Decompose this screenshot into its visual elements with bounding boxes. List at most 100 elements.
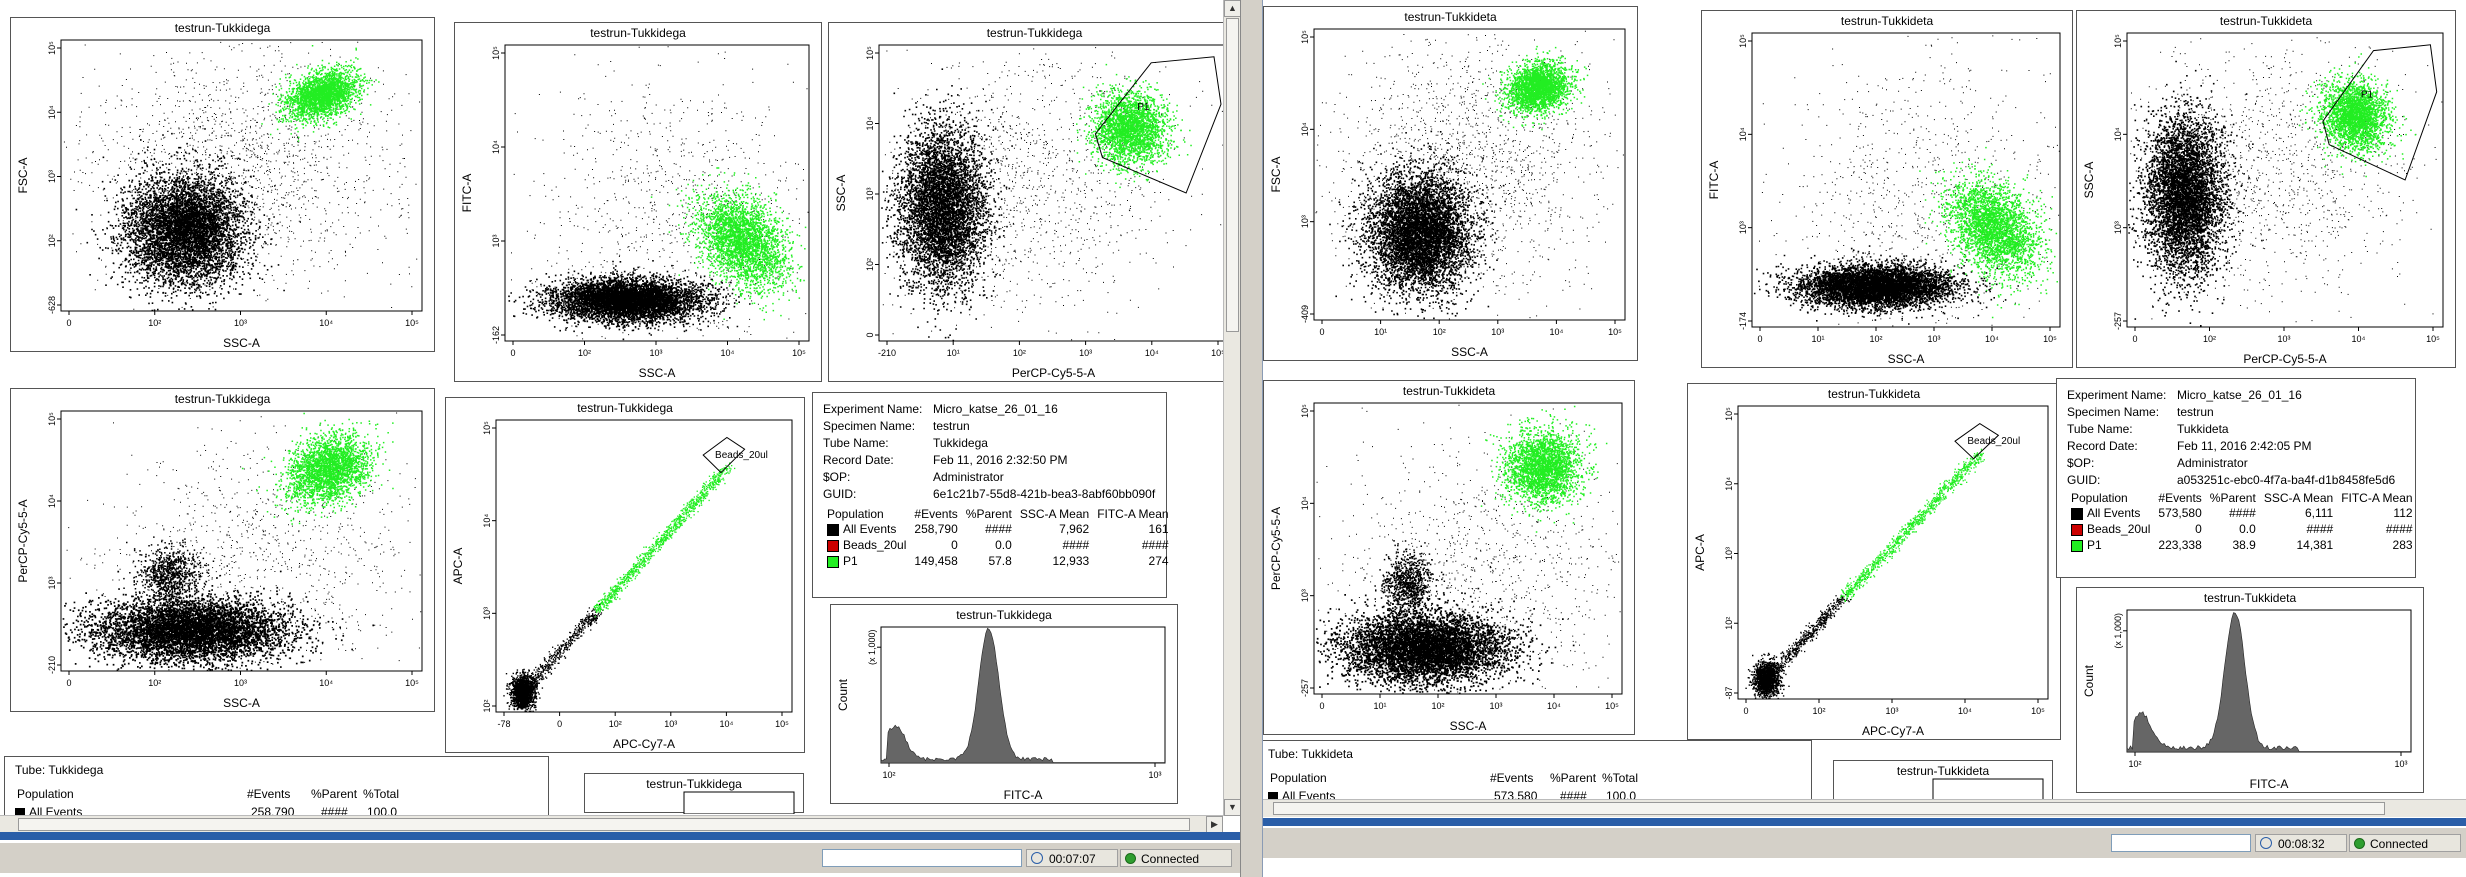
x-tick-label: 10³ (2394, 759, 2407, 769)
dot-plot[interactable]: testrun-Tukkidega SSC-A FITC-A 0 10² 10³ 10⁴ 10… (454, 22, 822, 382)
horizontal-scrollbar[interactable] (1263, 799, 2466, 817)
plot-canvas[interactable]: SSC-A PerCP-Cy5-5-A 0 10¹ 10² 10³ 10⁴ 10⁵ -257 10… (1264, 381, 1636, 736)
plot-canvas[interactable]: SSC-A FSC-A 0 10² 10³ 10⁴ 10⁵ -628 10² 10³ 10⁴ 10⁵ (11, 18, 436, 353)
horizontal-scrollbar[interactable]: ▶ (0, 815, 1223, 833)
y-tick-label: 10⁵ (491, 46, 501, 60)
vertical-scrollbar[interactable]: ▲ ▼ (1223, 0, 1240, 816)
dot-plot[interactable]: testrun-Tukkideta SSC-A FITC-A 0 10¹ 10² 10³ 10… (1701, 10, 2073, 368)
plot-canvas[interactable]: SSC-A PerCP-Cy5-5-A 0 10² 10³ 10⁴ 10⁵ -210 10³ 10… (11, 389, 436, 713)
x-tick-label: 0 (66, 318, 71, 328)
y-tick-label: 10⁵ (1300, 30, 1310, 44)
plot-canvas[interactable]: PerCP-Cy5-5-A SSC-A -210 10¹ 10² 10³ 10⁴ 10⁵ 0 10… (829, 23, 1240, 383)
plot-canvas[interactable]: FITC-A Count 10² 10³ (x 1,000) (2077, 588, 2425, 794)
plot-title: testrun-Tukkideta (2203, 591, 2297, 605)
plot-canvas[interactable] (585, 774, 805, 814)
col-events: #Events (1490, 771, 1534, 785)
dot-plot[interactable]: testrun-Tukkidega SSC-A PerCP-Cy5-5-A 0 10² 1… (10, 388, 435, 712)
y-axis-label: FITC-A (460, 174, 474, 213)
plot-frame (683, 791, 795, 814)
x-tick-label: 10³ (664, 719, 677, 729)
stats-column-header: #Events (914, 507, 958, 521)
status-input[interactable] (2111, 834, 2251, 852)
population-color-swatch (2071, 523, 2083, 536)
plot-title: testrun-Tukkidega (174, 392, 271, 406)
x-tick-label: 0 (1319, 327, 1324, 337)
plot-title: testrun-Tukkideta (1896, 764, 1990, 778)
gate-beads (702, 436, 746, 474)
histogram-plot[interactable]: testrun-Tukkidega FITC-A Count 10² 10³ (x 1,0… (830, 604, 1178, 804)
x-tick-label: 0 (1743, 706, 1748, 716)
tube-population-panel: Tube: Tukkidega Population #Events %Pare… (4, 756, 549, 816)
plot-canvas[interactable]: APC-Cy7-A APC-A -78 0 10² 10³ 10⁴ 10⁵ 10² 10³ 10⁴ 1… (446, 398, 806, 754)
plot-title: testrun-Tukkidega (577, 401, 673, 415)
dot-plot[interactable]: testrun-Tukkideta APC-Cy7-A APC-A 0 10² 10³ 10… (1687, 383, 2061, 740)
scroll-down-arrow-icon[interactable]: ▼ (1224, 799, 1240, 816)
plot-canvas[interactable]: SSC-A FITC-A 0 10² 10³ 10⁴ 10⁵ -162 10³ 10⁴ 10⁵ (455, 23, 823, 383)
partial-plot[interactable]: testrun-Tukkideta (1833, 760, 2054, 801)
x-tick-label: 0 (1757, 334, 1762, 344)
y-tick-label: 10⁴ (47, 494, 57, 508)
stats-column-header: %Parent (965, 507, 1012, 521)
stats-column-header: SSC-A Mean (1019, 507, 1090, 521)
stats-cell: #### (2306, 522, 2334, 536)
y-tick-label: -174 (1738, 312, 1748, 330)
plot-canvas[interactable]: PerCP-Cy5-5-A SSC-A 0 10² 10³ 10⁴ 10⁵ -257 10³ 10… (2077, 11, 2457, 369)
metadata-key: $OP: (2067, 456, 2095, 470)
stats-row: All Events 573,580 #### 6,111 112 (2067, 505, 2417, 521)
stats-cell: 112 (2393, 506, 2413, 520)
metadata-key: Record Date: (823, 453, 894, 467)
plot-canvas[interactable]: APC-Cy7-A APC-A 0 10² 10³ 10⁴ 10⁵ -87 10² 10³ 10⁴ 1… (1688, 384, 2062, 741)
col-population: Population (1270, 771, 1327, 785)
x-tick-label: 10² (882, 770, 895, 780)
dot-plot[interactable]: testrun-Tukkideta PerCP-Cy5-5-A SSC-A 0 10² 1… (2076, 10, 2456, 368)
population-color-swatch (827, 539, 839, 552)
dot-plot[interactable]: testrun-Tukkidega PerCP-Cy5-5-A SSC-A -210 1… (828, 22, 1240, 382)
plot-title: testrun-Tukkideta (1402, 384, 1496, 398)
x-tick-label: 10⁵ (405, 678, 419, 688)
metadata-row: Tube Name: Tukkidega (823, 435, 1155, 452)
hscroll-thumb[interactable] (18, 818, 1190, 831)
event-dots (2128, 37, 2443, 327)
x-tick-label: 10³ (2277, 334, 2290, 344)
dot-plot[interactable]: testrun-Tukkideta SSC-A PerCP-Cy5-5-A 0 10¹ 1… (1263, 380, 1635, 735)
population-color-swatch (827, 555, 839, 568)
metadata-value: 6e1c21b7-55d8-421b-bea3-8abf60bb090f (933, 487, 1156, 501)
plot-canvas[interactable]: SSC-A FSC-A 0 10¹ 10² 10³ 10⁴ 10⁵ -409 10³ 10⁴ 10⁵ (1264, 7, 1639, 362)
plot-canvas[interactable]: SSC-A FITC-A 0 10¹ 10² 10³ 10⁴ 10⁵ -174 10³ 10⁴ 10⁵ (1702, 11, 2074, 369)
status-input[interactable] (822, 849, 1022, 867)
y-axis-label: FITC-A (1707, 161, 1721, 200)
stats-cell: 14,381 (2296, 538, 2334, 552)
stats-cell: 223,338 (2158, 538, 2202, 552)
y-tick-label: 10² (47, 234, 57, 247)
partial-plot[interactable]: testrun-Tukkidega (584, 773, 805, 814)
metadata-row: GUID: a053251c-ebc0-4f7a-ba4f-d1b8458fe5d… (2067, 472, 2395, 489)
metadata-key: Tube Name: (2067, 422, 2133, 436)
window-frame-edge (1263, 818, 2466, 826)
scroll-up-arrow-icon[interactable]: ▲ (1224, 0, 1240, 17)
x-tick-label: 10⁴ (2352, 334, 2366, 344)
x-tick-label: 10⁴ (1985, 334, 1999, 344)
histogram-plot[interactable]: testrun-Tukkideta FITC-A Count 10² 10³ (x 1,0… (2076, 587, 2424, 793)
stats-cell: 161 (1148, 522, 1169, 536)
event-dots (1315, 30, 1624, 320)
statistics-table: Population #Events %Parent SSC-A Mean FITC-A… (2067, 489, 2417, 553)
y-tick-label: 10⁴ (1300, 496, 1310, 510)
plot-canvas[interactable] (1834, 761, 2054, 801)
x-axis-label: SSC-A (1888, 352, 1925, 366)
stats-cell: 0 (2195, 522, 2202, 536)
scroll-right-arrow-icon[interactable]: ▶ (1206, 816, 1223, 833)
x-tick-label: 10³ (1491, 327, 1504, 337)
col-total: %Total (1602, 771, 1639, 785)
x-tick-label: 10⁵ (2043, 334, 2057, 344)
x-tick-label: 10³ (1489, 701, 1502, 711)
hscroll-thumb[interactable] (1273, 802, 2385, 815)
dot-plot[interactable]: testrun-Tukkidega APC-Cy7-A APC-A -78 0 10² 10… (445, 397, 805, 753)
dot-plot[interactable]: testrun-Tukkideta SSC-A FSC-A 0 10¹ 10² 10³ 10⁴… (1263, 6, 1638, 361)
plot-canvas[interactable]: FITC-A Count 10² 10³ (x 1,000) (831, 605, 1179, 805)
metadata-value: testrun (933, 419, 970, 433)
dot-plot[interactable]: testrun-Tukkidega SSC-A FSC-A 0 10² 10³ 10⁴ 10⁵… (10, 17, 435, 352)
scroll-thumb[interactable] (1226, 18, 1239, 332)
metadata-row: GUID: 6e1c21b7-55d8-421b-bea3-8abf60bb090… (823, 486, 1155, 503)
y-tick-label: 10³ (2113, 221, 2123, 234)
y-tick-label: -210 (47, 656, 57, 674)
